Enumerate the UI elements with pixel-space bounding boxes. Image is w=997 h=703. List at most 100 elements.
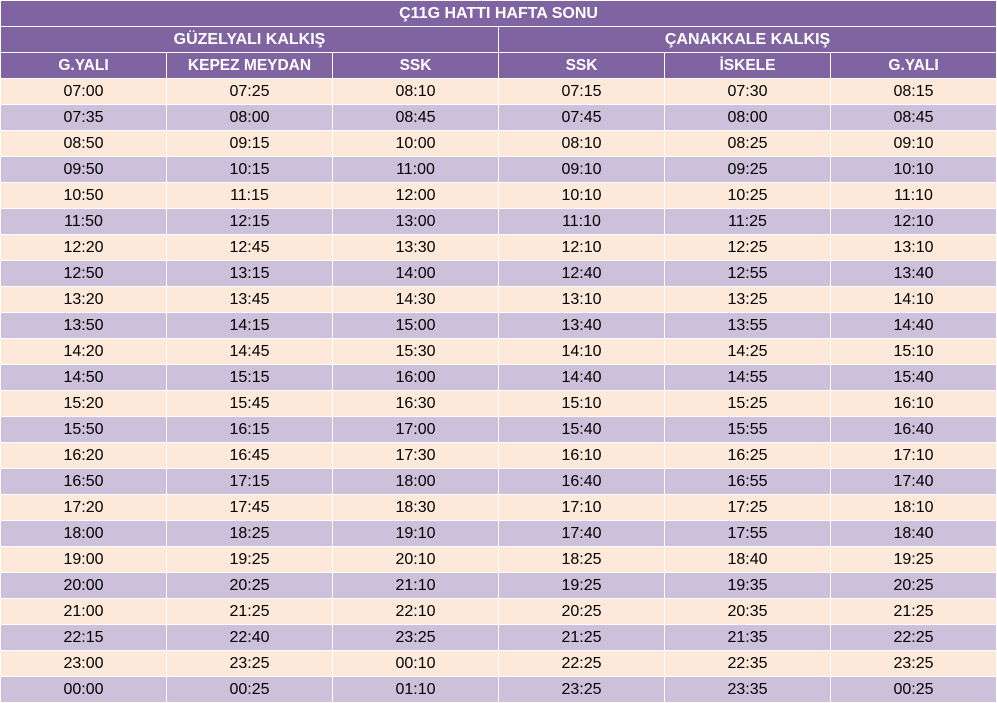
time-cell: 14:00 (332, 260, 499, 287)
time-cell: 11:50 (0, 208, 167, 235)
time-cell: 12:55 (664, 260, 831, 287)
time-cell: 15:10 (829, 338, 997, 365)
time-cell: 12:10 (829, 208, 997, 235)
time-cell: 22:15 (0, 624, 167, 651)
time-cell: 16:40 (498, 468, 665, 495)
time-cell: 17:15 (166, 468, 333, 495)
time-cell: 07:25 (166, 78, 333, 105)
time-cell: 23:35 (664, 676, 831, 703)
table-row: 10:50 11:15 12:00 10:10 10:25 11:10 (0, 182, 997, 209)
time-cell: 08:10 (498, 130, 665, 157)
time-cell: 16:00 (332, 364, 499, 391)
column-header-row: G.YALI KEPEZ MEYDAN SSK SSK İSKELE G.YAL… (0, 52, 997, 79)
time-cell: 09:50 (0, 156, 167, 183)
time-cell: 07:30 (664, 78, 831, 105)
table-row: 12:20 12:45 13:30 12:10 12:25 13:10 (0, 234, 997, 261)
time-cell: 19:10 (332, 520, 499, 547)
column-header: KEPEZ MEYDAN (166, 52, 333, 79)
table-row: 09:50 10:15 11:00 09:10 09:25 10:10 (0, 156, 997, 183)
time-cell: 00:25 (166, 676, 333, 703)
time-cell: 14:25 (664, 338, 831, 365)
time-cell: 11:25 (664, 208, 831, 235)
time-cell: 09:10 (498, 156, 665, 183)
time-cell: 15:30 (332, 338, 499, 365)
table-row: 20:00 20:25 21:10 19:25 19:35 20:25 (0, 572, 997, 599)
time-cell: 15:45 (166, 390, 333, 417)
time-cell: 07:35 (0, 104, 167, 131)
time-cell: 07:00 (0, 78, 167, 105)
time-cell: 12:45 (166, 234, 333, 261)
time-cell: 08:50 (0, 130, 167, 157)
time-cell: 15:55 (664, 416, 831, 443)
table-row: 00:00 00:25 01:10 23:25 23:35 00:25 (0, 676, 997, 703)
table-row: 14:50 15:15 16:00 14:40 14:55 15:40 (0, 364, 997, 391)
time-cell: 08:00 (664, 104, 831, 131)
time-cell: 07:15 (498, 78, 665, 105)
time-cell: 13:40 (829, 260, 997, 287)
table-row: 07:00 07:25 08:10 07:15 07:30 08:15 (0, 78, 997, 105)
time-cell: 23:25 (829, 650, 997, 677)
time-cell: 22:10 (332, 598, 499, 625)
time-cell: 14:10 (829, 286, 997, 313)
time-cell: 12:40 (498, 260, 665, 287)
timetable-title: Ç11G HATTI HAFTA SONU (0, 0, 997, 27)
time-cell: 20:00 (0, 572, 167, 599)
time-cell: 20:25 (166, 572, 333, 599)
time-cell: 16:40 (829, 416, 997, 443)
time-cell: 18:40 (664, 546, 831, 573)
time-cell: 11:10 (498, 208, 665, 235)
time-cell: 07:45 (498, 104, 665, 131)
time-cell: 18:00 (332, 468, 499, 495)
time-cell: 19:25 (829, 546, 997, 573)
time-cell: 12:50 (0, 260, 167, 287)
time-cell: 10:25 (664, 182, 831, 209)
time-cell: 18:00 (0, 520, 167, 547)
time-cell: 08:45 (829, 104, 997, 131)
time-cell: 14:20 (0, 338, 167, 365)
time-cell: 13:40 (498, 312, 665, 339)
time-cell: 20:10 (332, 546, 499, 573)
time-cell: 13:00 (332, 208, 499, 235)
timetable-body: 07:00 07:25 08:10 07:15 07:30 08:15 07:35 08:00… (0, 78, 997, 703)
time-cell: 10:10 (829, 156, 997, 183)
time-cell: 20:25 (498, 598, 665, 625)
time-cell: 16:25 (664, 442, 831, 469)
time-cell: 15:00 (332, 312, 499, 339)
time-cell: 13:55 (664, 312, 831, 339)
group-guzelyali-departure: GÜZELYALI KALKIŞ (0, 26, 499, 53)
time-cell: 18:40 (829, 520, 997, 547)
time-cell: 19:25 (166, 546, 333, 573)
time-cell: 17:45 (166, 494, 333, 521)
time-cell: 23:00 (0, 650, 167, 677)
time-cell: 23:25 (332, 624, 499, 651)
column-header: İSKELE (664, 52, 831, 79)
time-cell: 16:20 (0, 442, 167, 469)
time-cell: 21:25 (498, 624, 665, 651)
time-cell: 17:30 (332, 442, 499, 469)
time-cell: 21:25 (166, 598, 333, 625)
time-cell: 10:10 (498, 182, 665, 209)
table-row: 18:00 18:25 19:10 17:40 17:55 18:40 (0, 520, 997, 547)
time-cell: 15:50 (0, 416, 167, 443)
time-cell: 16:55 (664, 468, 831, 495)
time-cell: 13:45 (166, 286, 333, 313)
time-cell: 15:15 (166, 364, 333, 391)
time-cell: 21:10 (332, 572, 499, 599)
time-cell: 21:00 (0, 598, 167, 625)
table-row: 22:15 22:40 23:25 21:25 21:35 22:25 (0, 624, 997, 651)
time-cell: 15:40 (498, 416, 665, 443)
table-row: 16:20 16:45 17:30 16:10 16:25 17:10 (0, 442, 997, 469)
table-row: 07:35 08:00 08:45 07:45 08:00 08:45 (0, 104, 997, 131)
time-cell: 16:45 (166, 442, 333, 469)
time-cell: 19:00 (0, 546, 167, 573)
time-cell: 09:15 (166, 130, 333, 157)
time-cell: 16:30 (332, 390, 499, 417)
time-cell: 22:25 (829, 624, 997, 651)
time-cell: 01:10 (332, 676, 499, 703)
column-header: G.YALI (0, 52, 167, 79)
time-cell: 11:00 (332, 156, 499, 183)
time-cell: 13:20 (0, 286, 167, 313)
table-row: 11:50 12:15 13:00 11:10 11:25 12:10 (0, 208, 997, 235)
